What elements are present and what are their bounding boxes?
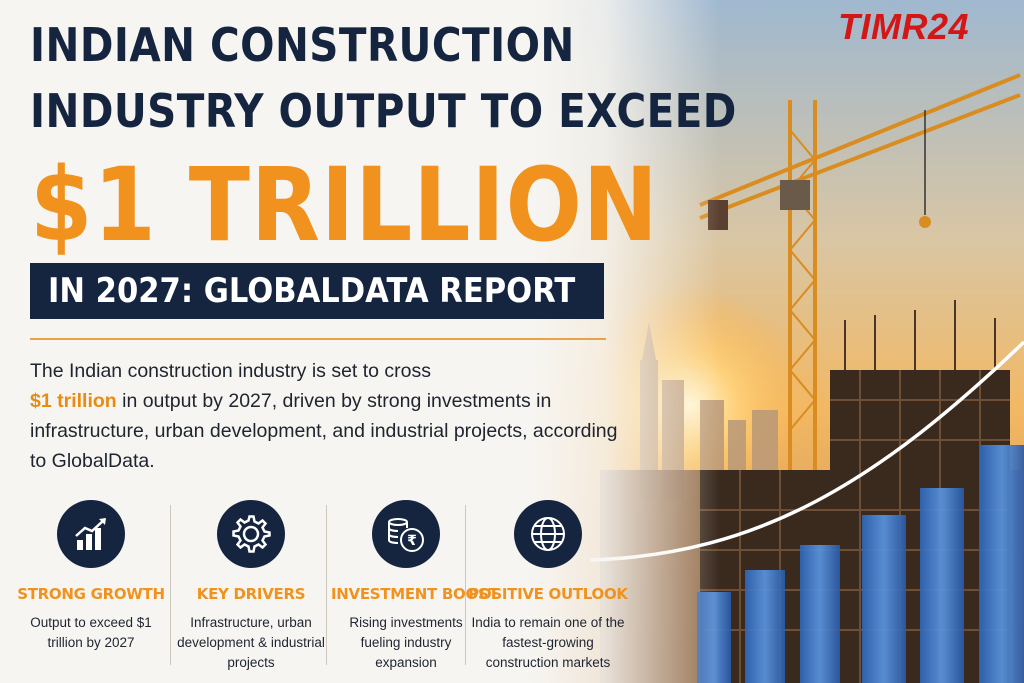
headline-line-1: INDIAN CONSTRUCTION [30,18,575,72]
feature-title: STRONG GROWTH [17,585,165,603]
headline-banner: IN 2027: GLOBALDATA REPORT [30,263,604,319]
feature-title: KEY DRIVERS [196,585,306,603]
feature-icon-circle: ₹ [372,500,440,568]
feature-key-drivers: KEY DRIVERS Infrastructure, urban develo… [176,500,326,673]
bar-chart-growth-icon [75,518,106,550]
feature-positive-outlook: POSITIVE OUTLOOK India to remain one of … [464,500,632,673]
feature-divider [326,505,327,665]
brand-logo: TIMR24 [838,6,970,47]
feature-icon-circle [514,500,582,568]
intro-paragraph: The Indian construction industry is set … [30,356,630,476]
gear-icon [232,515,271,553]
feature-divider [465,505,466,665]
feature-title: INVESTMENT BOOST [331,585,499,603]
headline-line-2: INDUSTRY OUTPUT TO EXCEED [30,84,737,138]
feature-icon-circle [217,500,285,568]
left-panel-background [0,0,720,683]
feature-description: Output to exceed $1 trillion by 2027 [30,615,152,650]
intro-highlight: $1 trillion [30,390,117,412]
globe-icon [531,517,565,551]
coins-rupee-icon: ₹ [388,518,424,552]
feature-investment-boost: ₹ INVESTMENT BOOST Rising investments fu… [331,500,499,673]
feature-description: Infrastructure, urban development & indu… [177,615,325,670]
headline-banner-text: IN 2027: GLOBALDATA REPORT [48,271,576,311]
feature-description: Rising investments fueling industry expa… [349,615,463,670]
feature-divider [170,505,171,665]
headline-amount: $1 TRILLION [30,146,659,265]
feature-title: POSITIVE OUTLOOK [468,585,628,603]
svg-text:₹: ₹ [407,533,417,549]
feature-description: India to remain one of the fastest-growi… [471,615,625,670]
feature-strong-growth: STRONG GROWTH Output to exceed $1 trilli… [16,500,166,653]
intro-text-part2: in output by 2027, driven by strong inve… [30,390,618,472]
feature-icon-circle [57,500,125,568]
intro-text-part1: The Indian construction industry is set … [30,360,432,382]
divider-line [30,338,606,340]
